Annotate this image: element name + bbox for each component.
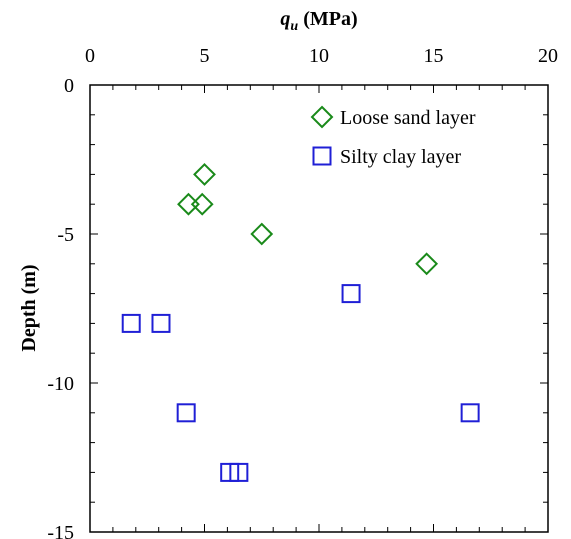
x-tick-label: 10 <box>309 45 329 67</box>
diamond-point <box>190 192 214 216</box>
diamond-point <box>193 162 216 186</box>
y-tick-label: 0 <box>64 75 74 97</box>
square-point <box>229 462 249 482</box>
y-tick-label: -10 <box>47 373 74 395</box>
x-axis-ticks: 0 5 10 15 20 <box>85 45 558 532</box>
legend-label: Loose sand layer <box>340 107 476 129</box>
x-axis-title-var: q <box>280 8 290 30</box>
square-point <box>151 313 171 333</box>
y-axis-title: Depth (m) <box>18 264 40 351</box>
x-axis-title: qu (MPa) <box>280 8 357 34</box>
series-diamond <box>177 162 439 276</box>
legend-square-marker <box>312 146 332 166</box>
square-point <box>341 284 361 304</box>
square-point <box>176 403 196 423</box>
legend-diamond-marker <box>310 105 334 129</box>
square-point <box>121 313 141 333</box>
series-square <box>121 284 480 482</box>
diamond-point <box>250 222 274 246</box>
y-tick-label: -5 <box>57 224 74 246</box>
x-tick-label: 5 <box>200 45 210 67</box>
data-series <box>121 162 480 482</box>
x-tick-label: 20 <box>538 45 558 67</box>
x-axis-title-unit: (MPa) <box>298 8 357 30</box>
legend: Loose sand layer Silty clay layer <box>310 105 476 168</box>
y-tick-label: -15 <box>47 522 74 539</box>
square-point <box>460 403 480 423</box>
legend-label: Silty clay layer <box>340 146 461 168</box>
diamond-point <box>415 252 439 276</box>
x-tick-label: 15 <box>424 45 444 67</box>
x-tick-label: 0 <box>85 45 95 67</box>
x-axis-title-sub: u <box>290 19 298 34</box>
y-axis-ticks: 0 -5 -10 -15 <box>47 75 548 539</box>
plot-area <box>89 84 549 533</box>
